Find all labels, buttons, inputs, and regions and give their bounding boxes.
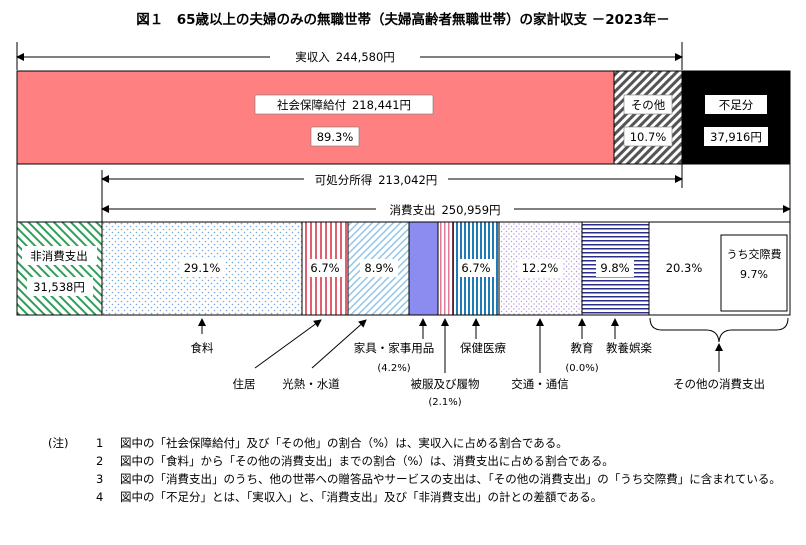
income-other-bar (613, 70, 683, 165)
income-other-share: 10.7% (630, 130, 667, 144)
medical-share: 6.7% (461, 261, 490, 275)
note-number: 2 (96, 454, 104, 468)
note-text: 図中の「消費支出」のうち、他の世帯への贈答品やサービスの支出は、「その他の消費支… (120, 472, 781, 486)
shortfall-bar (681, 70, 791, 165)
income-other-share-box (623, 126, 673, 147)
education-share: (0.0%) (565, 363, 598, 374)
housing-arrow (254, 319, 322, 369)
social-expenses-share: 9.7% (740, 268, 768, 281)
transport-share-box (518, 259, 562, 277)
other-consumption-share: 20.3% (666, 261, 703, 275)
shortfall-label: 不足分 (719, 98, 754, 112)
non-consumption-label: 非消費支出 (30, 249, 88, 263)
other-consumption-brace (649, 317, 789, 343)
consumption-label-bg (376, 201, 514, 218)
non-consumption-bar (16, 221, 103, 316)
transport-share: 12.2% (522, 261, 559, 275)
utilities-label: 光熱・水道 (282, 377, 340, 391)
note-item: 4 図中の「不足分」とは、「実収入」と、「消費支出」及び「非消費支出」の計との差… (48, 488, 798, 506)
shortfall-value-box (704, 127, 768, 146)
non-consumption-label-box (22, 246, 97, 265)
chart-title: 図１ 65歳以上の夫婦のみの無職世帯（夫婦高齢者無職世帯）の家計収支 －2023… (136, 11, 670, 28)
medical-share-box (458, 259, 494, 277)
education-label: 教育 (571, 341, 594, 355)
furniture-share: (4.2%) (377, 363, 410, 374)
clothing-share: (2.1%) (428, 397, 461, 408)
note-item: (注) 1 図中の「社会保障給付」及び「その他」の割合（%）は、実収入に占める割… (48, 434, 798, 452)
furniture-label: 家具・家事用品 (354, 341, 435, 355)
income-span-label: 実収入 244,580円 (295, 50, 395, 64)
utilities-arrow (311, 319, 367, 369)
note-item: 2 図中の「食料」から「その他の消費支出」までの割合（%）は、消費支出に占める割… (48, 452, 798, 470)
note-item: 3 図中の「消費支出」のうち、他の世帯への贈答品やサービスの支出は、「その他の消… (48, 470, 798, 488)
social-expenses-box (720, 234, 788, 312)
disposable-label-bg (304, 171, 448, 188)
note-text: 図中の「不足分」とは、「実収入」と、「消費支出」及び「非消費支出」の計との差額で… (120, 490, 603, 504)
note-number: 1 (96, 436, 104, 450)
utilities-share-box (360, 259, 398, 277)
shortfall-value: 37,916円 (710, 130, 762, 144)
social-expenses-label: うち交際費 (727, 247, 782, 261)
notes-head: (注) (48, 436, 69, 450)
non-consumption-value-box (27, 277, 93, 296)
food-share: 29.1% (184, 261, 221, 275)
note-number: 4 (96, 490, 104, 504)
shortfall-label-box (705, 95, 767, 114)
utilities-share: 8.9% (364, 261, 393, 275)
note-number: 3 (96, 472, 104, 486)
food-share-box (180, 259, 224, 277)
housing-share: 6.7% (310, 261, 339, 275)
income-span-label-bg (270, 47, 420, 65)
transport-label: 交通・通信 (511, 377, 569, 391)
note-text: 図中の「社会保障給付」及び「その他」の割合（%）は、実収入に占める割合である。 (120, 436, 568, 450)
recreation-share-box (596, 259, 634, 277)
income-social-security-bar (16, 70, 615, 165)
household-budget-chart: 図１ 65歳以上の夫婦のみの無職世帯（夫婦高齢者無職世帯）の家計収支 －2023… (16, 11, 791, 408)
social-security-label: 社会保障給付 218,441円 (277, 98, 411, 112)
food-label: 食料 (191, 341, 214, 355)
clothing-bar (437, 221, 454, 316)
clothing-label: 被服及び履物 (411, 377, 480, 391)
income-other-label: その他 (631, 98, 666, 112)
furniture-bar (408, 221, 439, 316)
notes: (注) 1 図中の「社会保障給付」及び「その他」の割合（%）は、実収入に占める割… (48, 434, 798, 506)
recreation-label: 教養娯楽 (606, 341, 652, 355)
housing-label: 住居 (233, 377, 256, 391)
disposable-label: 可処分所得 213,042円 (315, 173, 438, 187)
social-security-share: 89.3% (317, 130, 354, 144)
social-security-share-box (310, 126, 360, 147)
recreation-share: 9.8% (600, 261, 629, 275)
consumption-label: 消費支出 250,959円 (389, 203, 500, 217)
non-consumption-value: 31,538円 (33, 280, 85, 294)
note-text: 図中の「食料」から「その他の消費支出」までの割合（%）は、消費支出に占める割合で… (120, 454, 614, 468)
social-security-label-box (254, 94, 434, 115)
medical-label: 保健医療 (460, 341, 506, 355)
income-other-label-box (623, 94, 673, 115)
other-consumption-label: その他の消費支出 (673, 377, 765, 391)
housing-share-box (307, 259, 343, 277)
